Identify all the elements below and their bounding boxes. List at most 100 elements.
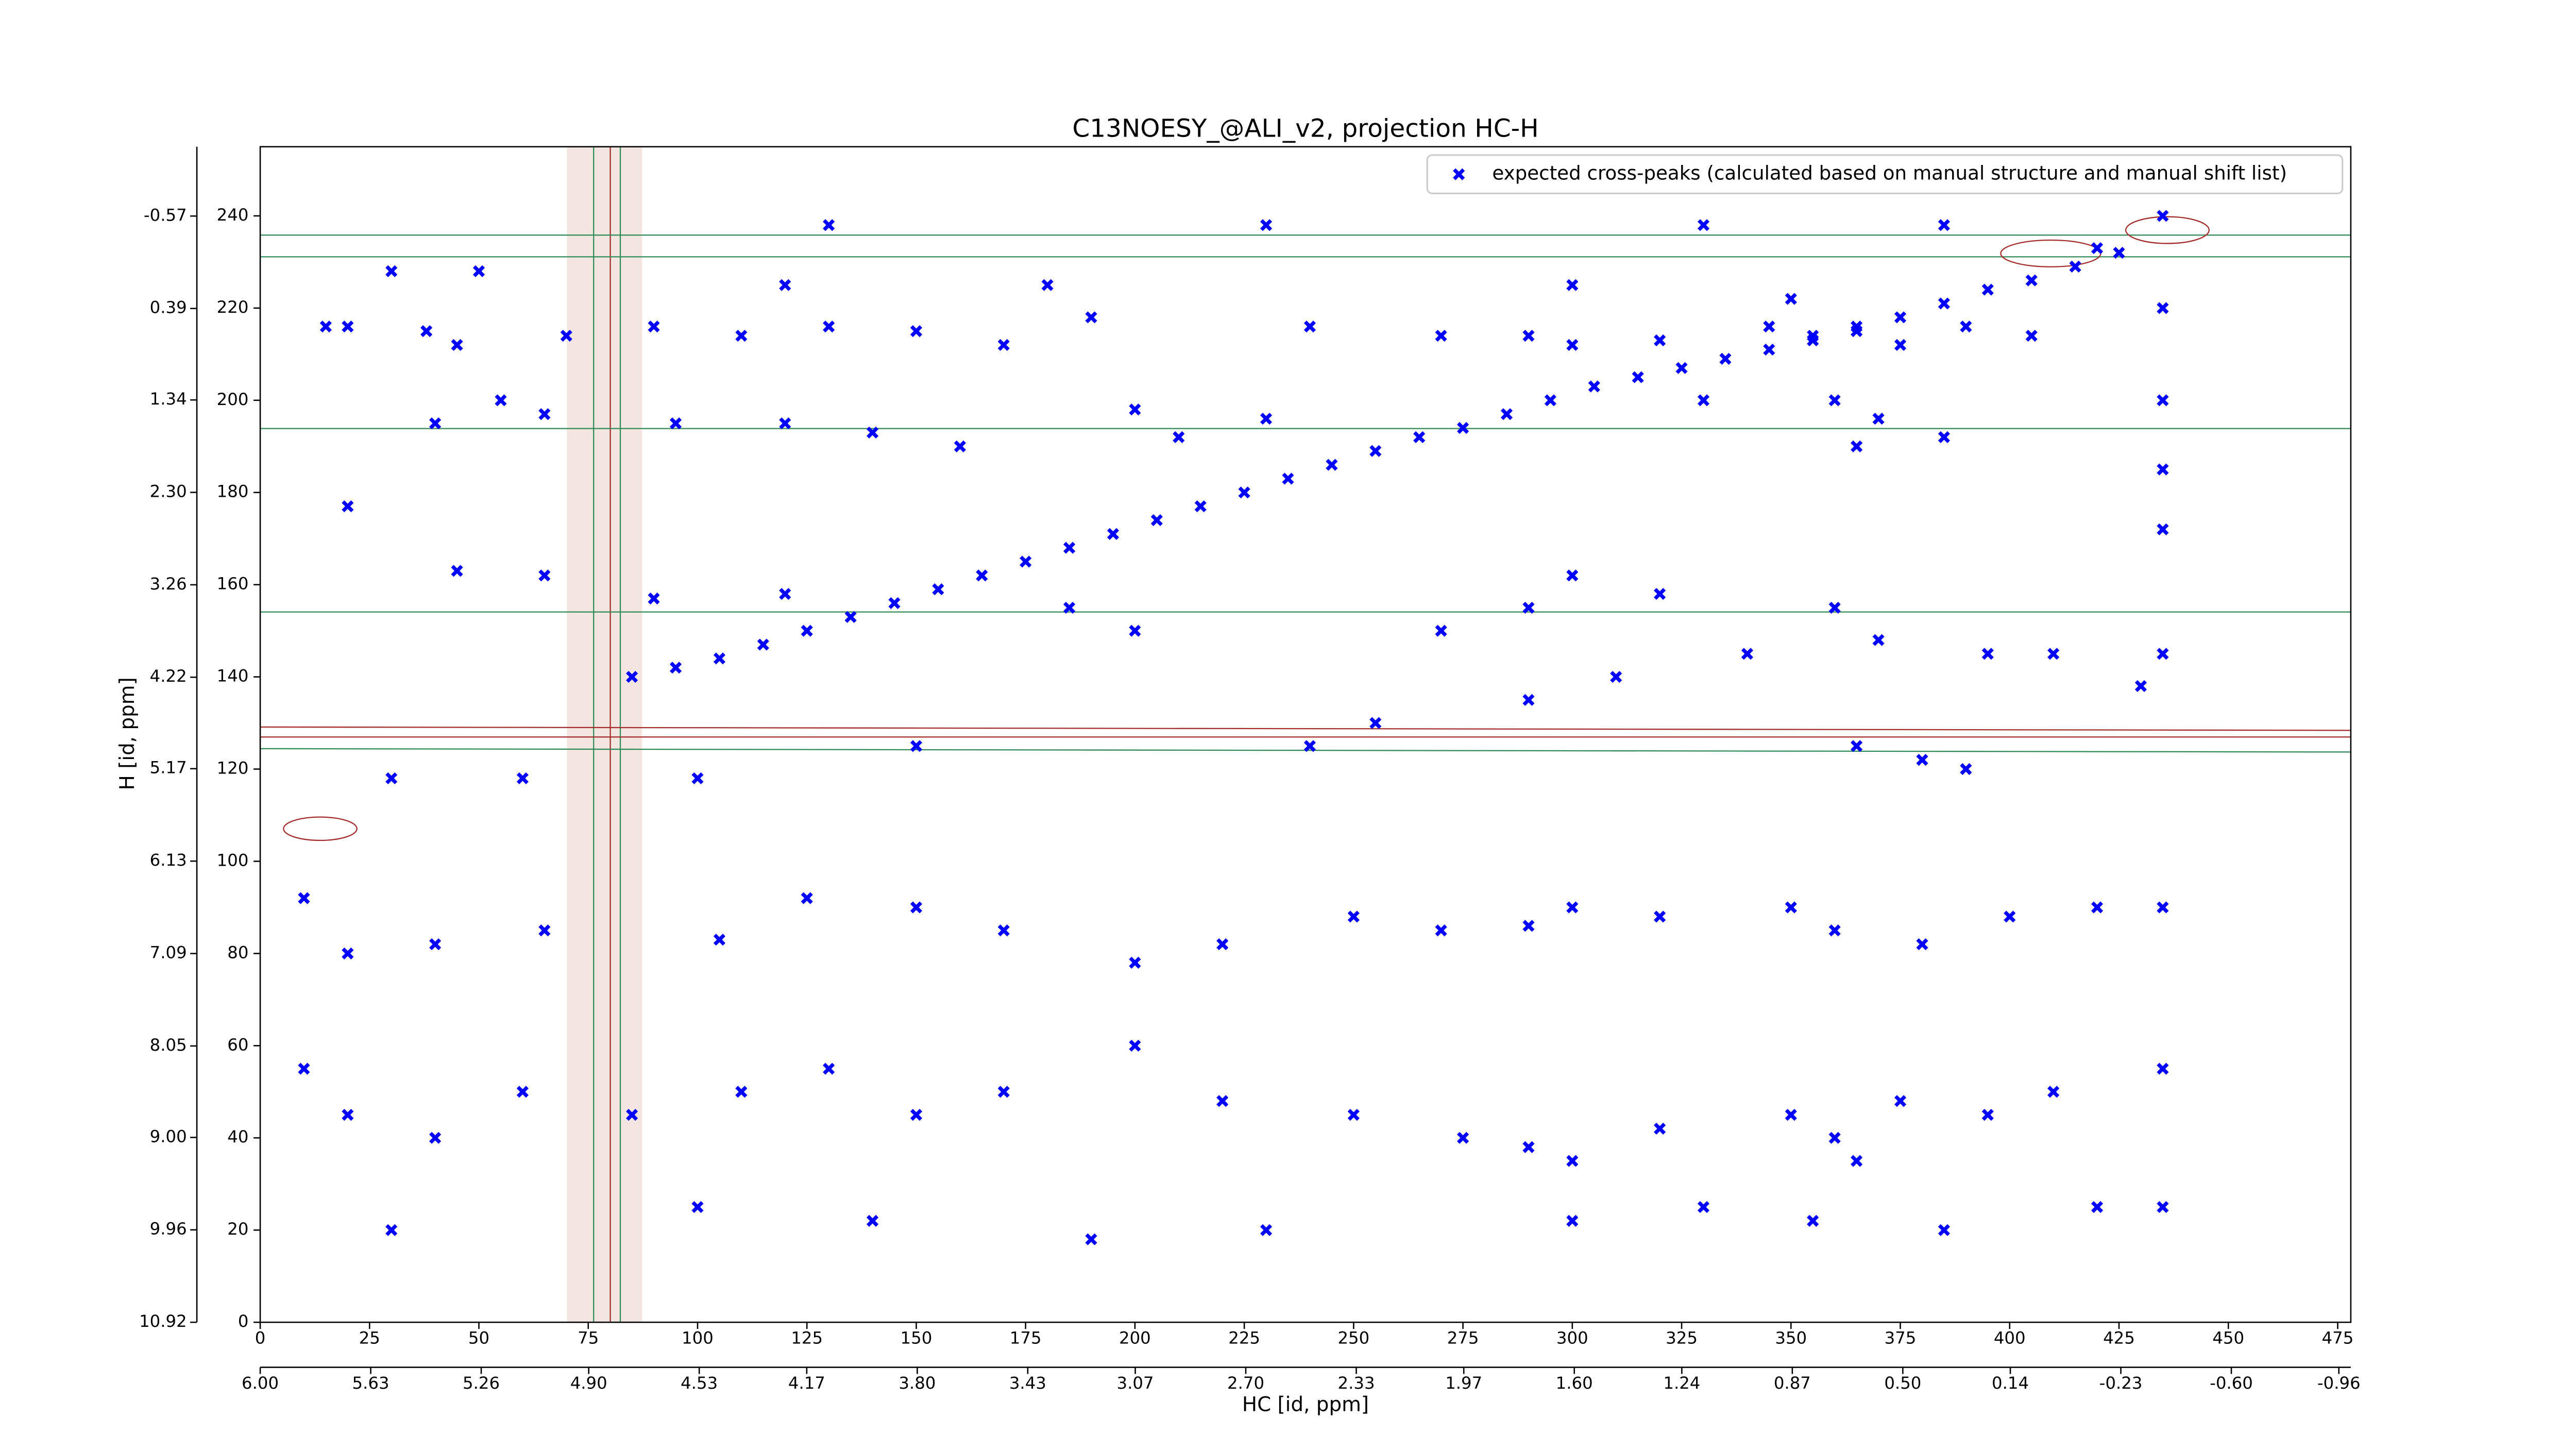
cross-peak	[1785, 1108, 1797, 1121]
cross-peak	[2157, 523, 2169, 535]
cross-peak	[495, 394, 507, 407]
cross-peak	[997, 924, 1010, 937]
cross-peak	[1938, 1224, 1950, 1236]
cross-peak	[1828, 924, 1841, 937]
cross-peak	[801, 892, 813, 904]
cross-peak	[1260, 413, 1273, 425]
cross-peak	[1522, 694, 1535, 706]
legend-marker	[1453, 168, 1465, 180]
y2-tick-label: -0.57	[144, 205, 187, 225]
cross-peak	[691, 772, 704, 784]
cross-peak	[342, 500, 354, 513]
cross-peak	[1872, 413, 1885, 425]
y-tick-label: 0	[238, 1311, 249, 1331]
x2-tick-label: 1.60	[1556, 1373, 1593, 1393]
cross-peak	[801, 625, 813, 637]
cross-peak	[1544, 394, 1556, 407]
x-tick-label: 350	[1775, 1328, 1807, 1347]
cross-peak	[1960, 321, 1972, 333]
cross-peak	[866, 1215, 879, 1227]
cross-peak	[1435, 329, 1447, 342]
cross-peak	[451, 565, 463, 577]
x-tick-label: 125	[791, 1328, 823, 1347]
cross-peak	[385, 1224, 398, 1236]
cross-peak	[2069, 260, 2081, 273]
cross-peak	[866, 426, 879, 439]
cross-peak	[1632, 371, 1644, 383]
cross-peak	[823, 321, 835, 333]
cross-peak	[954, 440, 966, 452]
cross-peak	[1260, 1224, 1273, 1236]
y2-tick-label: 9.00	[150, 1126, 187, 1146]
y2-tick-label: 3.26	[150, 574, 187, 594]
cross-peak	[1654, 334, 1666, 347]
x-tick-label: 150	[901, 1328, 933, 1347]
cross-peak	[1697, 219, 1710, 231]
x-tick-label: 300	[1556, 1328, 1588, 1347]
x-tick-label: 250	[1337, 1328, 1369, 1347]
cross-peak	[1938, 297, 1950, 310]
x-tick-label: 0	[255, 1328, 266, 1347]
cross-peak	[1063, 542, 1076, 554]
cross-peak	[1741, 648, 1753, 660]
cross-peak	[2025, 274, 2038, 287]
cross-peak	[2157, 901, 2169, 914]
cross-peak	[2091, 901, 2104, 914]
cross-peak	[910, 325, 923, 338]
cross-peak	[1457, 1132, 1469, 1144]
contour-line	[2125, 216, 2210, 244]
cross-peak	[1763, 343, 1775, 356]
cross-peak	[2004, 911, 2016, 923]
cross-peak	[735, 329, 748, 342]
x-tick-label: 50	[468, 1328, 489, 1347]
x-tick-label: 475	[2322, 1328, 2354, 1347]
cross-peak	[1981, 1108, 1994, 1121]
cross-peak	[1981, 648, 1994, 660]
x2-tick-label: 6.00	[242, 1373, 279, 1393]
cross-peak	[626, 671, 638, 683]
cross-peak	[1435, 625, 1447, 637]
cross-peak	[1063, 601, 1076, 614]
cross-peak	[626, 1108, 638, 1121]
x2-tick-label: 4.53	[681, 1373, 718, 1393]
cross-peak	[823, 1063, 835, 1075]
cross-peak	[1326, 459, 1338, 471]
y-tick-label: 220	[217, 297, 249, 317]
cross-peak	[420, 325, 433, 338]
x-tick-label: 75	[578, 1328, 599, 1347]
cross-peak	[1828, 1132, 1841, 1144]
cross-peak	[997, 339, 1010, 351]
x-tick-label: 425	[2103, 1328, 2135, 1347]
cross-peak	[1085, 311, 1097, 324]
cross-peak	[1916, 754, 1928, 766]
cross-peak	[1107, 528, 1120, 540]
x-tick-label: 450	[2212, 1328, 2244, 1347]
cross-peak	[2025, 329, 2038, 342]
cross-peak	[1697, 394, 1710, 407]
x-tick-label: 100	[682, 1328, 714, 1347]
cross-peak	[1435, 924, 1447, 937]
cross-peak	[429, 417, 442, 430]
cross-peak	[1851, 440, 1863, 452]
cross-peak	[1894, 339, 1907, 351]
cross-peak	[1697, 1201, 1710, 1213]
legend-label: expected cross-peaks (calculated based o…	[1492, 162, 2287, 184]
y2-tick-label: 10.92	[139, 1311, 187, 1331]
cross-peak	[1216, 1095, 1229, 1107]
cross-peak	[1807, 329, 1819, 342]
x2-tick-label: -0.96	[2317, 1373, 2361, 1393]
cross-peak	[298, 1063, 310, 1075]
cross-peak	[451, 339, 463, 351]
y-tick-label: 80	[227, 942, 248, 962]
y-tick-label: 60	[227, 1035, 248, 1054]
cross-peak	[910, 740, 923, 752]
cross-peak	[1216, 938, 1229, 951]
cross-peak	[1872, 634, 1885, 646]
cross-peak	[538, 408, 551, 420]
cross-peak	[2134, 680, 2147, 693]
cross-peak	[2157, 1201, 2169, 1213]
cross-peak	[1303, 740, 1316, 752]
cross-peak	[713, 652, 726, 665]
y-tick-label: 180	[217, 482, 249, 501]
cross-peak	[1566, 279, 1579, 291]
